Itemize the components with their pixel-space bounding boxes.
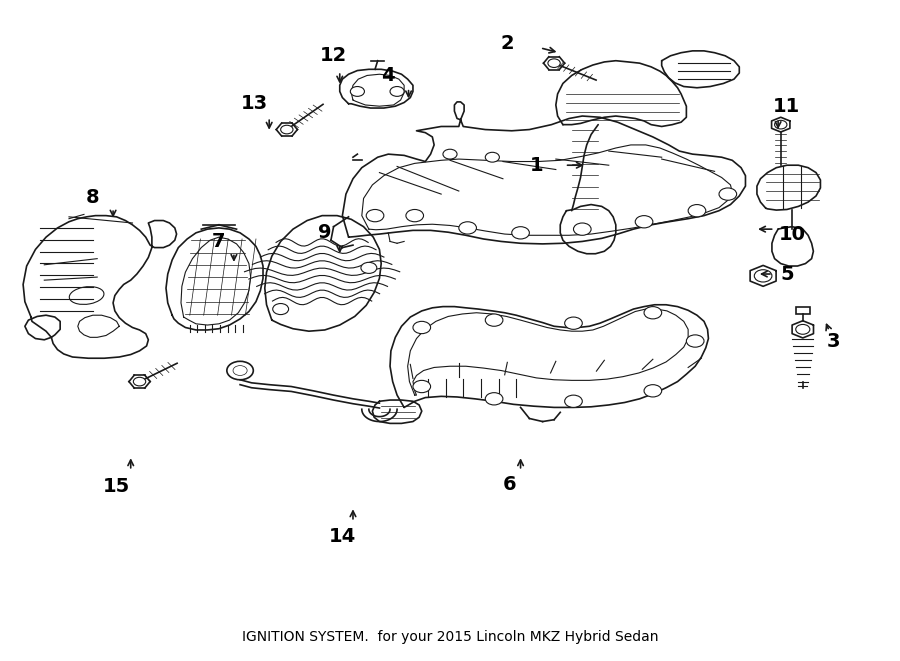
Circle shape bbox=[233, 366, 248, 375]
Text: 15: 15 bbox=[103, 477, 130, 496]
Text: 4: 4 bbox=[382, 66, 395, 85]
Circle shape bbox=[390, 87, 404, 97]
Circle shape bbox=[459, 222, 476, 234]
Circle shape bbox=[754, 270, 772, 282]
Text: 1: 1 bbox=[529, 156, 544, 175]
Circle shape bbox=[361, 262, 377, 274]
Circle shape bbox=[644, 307, 662, 319]
Circle shape bbox=[406, 210, 424, 221]
Circle shape bbox=[644, 385, 662, 397]
Circle shape bbox=[719, 188, 736, 200]
Text: 3: 3 bbox=[827, 332, 841, 351]
Circle shape bbox=[133, 377, 146, 386]
Text: 8: 8 bbox=[86, 188, 100, 207]
Circle shape bbox=[485, 152, 500, 162]
Text: 5: 5 bbox=[780, 264, 794, 284]
Circle shape bbox=[796, 325, 810, 334]
Circle shape bbox=[273, 303, 289, 315]
Ellipse shape bbox=[69, 287, 104, 305]
Circle shape bbox=[688, 204, 706, 217]
Circle shape bbox=[687, 335, 704, 347]
Circle shape bbox=[573, 223, 591, 235]
FancyBboxPatch shape bbox=[796, 307, 810, 314]
Circle shape bbox=[564, 395, 582, 407]
Text: 12: 12 bbox=[320, 46, 347, 65]
Circle shape bbox=[564, 317, 582, 329]
Circle shape bbox=[635, 215, 652, 228]
Text: 7: 7 bbox=[212, 232, 226, 251]
Text: 6: 6 bbox=[503, 475, 517, 494]
Circle shape bbox=[227, 362, 253, 380]
Circle shape bbox=[281, 125, 293, 134]
Circle shape bbox=[485, 393, 503, 405]
Text: 14: 14 bbox=[328, 527, 356, 546]
Circle shape bbox=[443, 149, 457, 159]
Circle shape bbox=[485, 314, 503, 327]
Text: 11: 11 bbox=[773, 97, 800, 116]
Text: 10: 10 bbox=[778, 225, 806, 243]
Circle shape bbox=[366, 210, 383, 221]
Circle shape bbox=[512, 227, 529, 239]
Text: 2: 2 bbox=[500, 34, 514, 53]
Circle shape bbox=[548, 59, 560, 67]
Circle shape bbox=[413, 321, 430, 334]
Text: IGNITION SYSTEM.  for your 2015 Lincoln MKZ Hybrid Sedan: IGNITION SYSTEM. for your 2015 Lincoln M… bbox=[242, 631, 658, 644]
Circle shape bbox=[350, 87, 365, 97]
Text: 13: 13 bbox=[240, 94, 268, 112]
Circle shape bbox=[413, 380, 430, 393]
Text: 9: 9 bbox=[318, 223, 331, 243]
Circle shape bbox=[775, 120, 787, 129]
